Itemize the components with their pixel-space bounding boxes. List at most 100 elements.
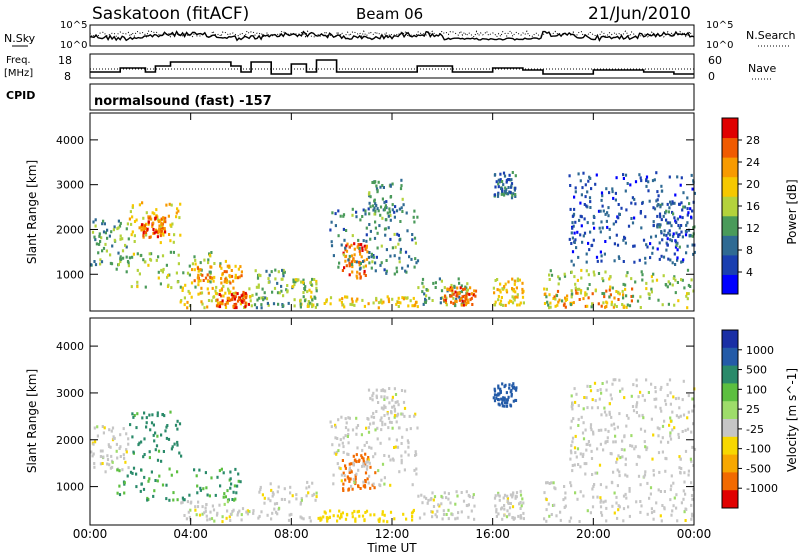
data-cell	[670, 239, 673, 243]
cpid-panel-frame	[89, 83, 695, 111]
data-cell	[579, 490, 582, 494]
data-cell	[506, 497, 509, 501]
data-cell	[571, 214, 574, 218]
data-cell	[629, 444, 632, 448]
data-cell	[368, 212, 371, 216]
data-cell	[409, 299, 412, 303]
data-cell	[344, 295, 347, 299]
data-cell	[512, 382, 515, 386]
data-cell	[248, 510, 251, 514]
data-cell	[229, 275, 232, 279]
data-cell	[162, 267, 165, 271]
data-cell	[349, 302, 352, 306]
data-cell	[375, 410, 378, 413]
data-cell	[622, 296, 625, 300]
data-cell	[257, 516, 260, 520]
data-cell	[625, 274, 628, 278]
data-cell	[130, 285, 133, 289]
data-cell	[342, 227, 345, 231]
data-cell	[512, 399, 515, 403]
data-cell	[175, 215, 178, 219]
data-cell	[403, 468, 406, 472]
data-cell	[573, 387, 576, 391]
data-cell	[140, 228, 143, 232]
data-cell	[372, 208, 375, 212]
data-cell	[465, 490, 468, 494]
data-cell	[658, 223, 661, 227]
data-cell	[611, 504, 614, 508]
data-cell	[176, 498, 179, 502]
data-cell	[421, 501, 424, 505]
data-cell	[516, 303, 519, 307]
data-cell	[494, 185, 497, 189]
data-cell	[140, 482, 143, 486]
data-cell	[630, 201, 633, 205]
data-cell	[690, 430, 693, 434]
data-cell	[377, 401, 380, 404]
data-cell	[176, 207, 179, 211]
data-cell	[411, 238, 414, 242]
data-cell	[498, 302, 501, 306]
data-cell	[152, 228, 155, 231]
data-cell	[503, 404, 506, 408]
data-cell	[682, 489, 685, 493]
data-cell	[216, 298, 219, 302]
data-cell	[600, 428, 603, 432]
data-cell	[240, 518, 243, 522]
data-cell	[314, 498, 317, 502]
data-cell	[658, 212, 662, 216]
data-cell	[360, 433, 363, 437]
data-cell	[381, 462, 385, 466]
data-cell	[124, 243, 127, 247]
data-cell	[514, 295, 517, 299]
data-cell	[641, 201, 644, 205]
data-cell	[555, 514, 558, 518]
data-cell	[336, 437, 339, 440]
data-cell	[500, 397, 503, 401]
data-cell	[554, 297, 557, 301]
data-cell	[511, 386, 515, 390]
data-cell	[353, 247, 356, 251]
data-cell	[693, 191, 696, 195]
data-cell	[311, 494, 314, 498]
data-cell	[633, 244, 636, 248]
data-cell	[323, 302, 326, 305]
data-cell	[116, 491, 119, 495]
data-cell	[617, 298, 620, 301]
data-cell	[495, 510, 498, 514]
data-cell	[167, 273, 170, 277]
data-cell	[235, 302, 238, 306]
data-cell	[243, 294, 246, 298]
data-cell	[276, 512, 279, 516]
data-cell	[632, 383, 635, 387]
data-cell	[664, 456, 667, 460]
data-cell	[573, 463, 576, 467]
data-cell	[547, 502, 550, 506]
data-cell	[132, 466, 136, 470]
data-cell	[253, 303, 257, 307]
data-cell	[521, 497, 524, 501]
velocity-colorbar-steps	[722, 330, 738, 509]
data-cell	[356, 424, 360, 427]
data-cell	[657, 298, 660, 302]
data-cell	[136, 412, 139, 416]
data-cell	[274, 510, 278, 514]
data-cell	[338, 261, 341, 265]
data-cell	[604, 499, 607, 503]
data-cell	[515, 386, 518, 390]
data-cell	[112, 228, 115, 232]
data-cell	[371, 181, 374, 184]
data-cell	[501, 404, 504, 408]
data-cell	[256, 276, 260, 280]
data-cell	[673, 252, 676, 256]
data-cell	[495, 514, 498, 518]
data-cell	[393, 210, 396, 214]
data-cell	[456, 294, 459, 298]
data-cell	[680, 224, 683, 227]
data-cell	[652, 206, 655, 210]
data-cell	[589, 423, 593, 427]
data-cell	[272, 492, 275, 496]
data-cell	[224, 291, 227, 295]
data-cell	[630, 217, 633, 220]
data-cell	[150, 470, 153, 474]
